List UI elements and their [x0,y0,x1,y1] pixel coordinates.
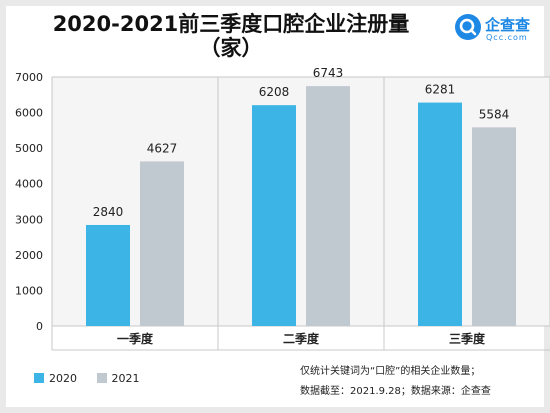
footnote-line2: 数据截至：2021.9.28；数据来源：企查查 [300,386,491,397]
legend-swatch-2020 [34,373,44,383]
bar-2021 [306,86,350,327]
legend-label-2020: 2020 [49,372,77,385]
data-label: 4627 [147,141,178,155]
footnote: 仅统计关键词为“口腔”的相关企业数量； 数据截至：2021.9.28；数据来源：… [300,362,491,402]
bar-2020 [86,224,130,326]
bar-2020 [418,102,462,326]
x-tick-label: 三季度 [449,331,486,346]
chart-title-line2: （家） [199,36,263,60]
y-tick-label: 3000 [15,213,43,226]
data-label: 6208 [259,85,290,99]
data-label: 6281 [425,83,456,97]
bar-2021 [140,161,184,326]
bar-2021 [472,127,516,326]
x-tick-label: 二季度 [283,331,320,346]
bar-2020 [252,105,296,326]
y-tick-label: 6000 [15,107,43,120]
footnote-line1: 仅统计关键词为“口腔”的相关企业数量； [300,366,481,377]
logo-name: 企查查 [485,16,531,34]
y-tick-label: 5000 [15,142,43,155]
data-label: 5584 [479,107,510,121]
y-tick-label: 1000 [15,284,43,297]
plot-area [51,76,550,327]
data-label: 2840 [93,205,124,219]
x-tick-label: 一季度 [117,331,154,346]
logo-domain: Qcc.com [486,33,528,42]
logo-mark-icon [455,14,481,40]
legend-label-2021: 2021 [111,372,140,385]
legend: 2020 2021 [34,372,156,385]
chart-title-line1: 2020-2021前三季度口腔企业注册量 [52,12,410,36]
y-tick-label: 2000 [15,249,43,262]
legend-item-2021: 2021 [96,372,140,385]
y-tick-label: 4000 [15,178,43,191]
legend-swatch-2021 [96,373,107,383]
qichacha-logo: 企查查 Qcc.com [455,14,539,48]
chart-title: 2020-2021前三季度口腔企业注册量 （家） [6,12,456,60]
legend-item-2020: 2020 [34,372,77,385]
y-tick-label: 0 [36,320,43,333]
data-label: 6743 [313,66,344,80]
y-tick-label: 7000 [15,71,43,84]
